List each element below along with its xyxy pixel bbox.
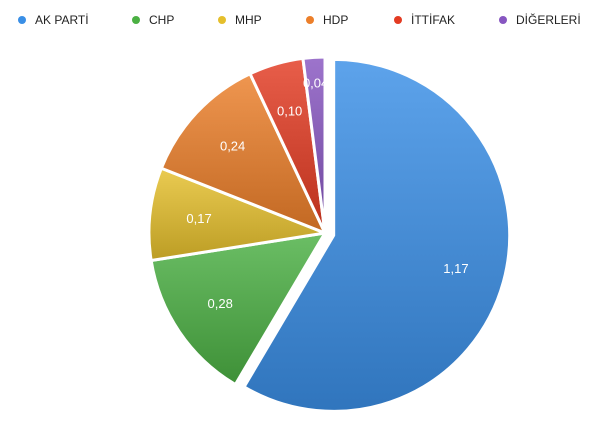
slice-value-label-ak-parti: 1,17 bbox=[443, 261, 468, 276]
legend-marker-chp bbox=[132, 16, 140, 24]
legend-label-mhp: MHP bbox=[235, 13, 262, 27]
legend-label-chp: CHP bbox=[149, 13, 174, 27]
slice-labels: 1,17 0,28 0,17 0,24 0,100,04 bbox=[186, 76, 468, 312]
legend-label-digerleri: DİĞERLERİ bbox=[516, 12, 581, 27]
legend-marker-digerleri bbox=[499, 16, 507, 24]
legend-label-ak-parti: AK PARTİ bbox=[35, 13, 89, 27]
legend-label-hdp: HDP bbox=[323, 13, 348, 27]
pie-slice-mhp bbox=[147, 166, 327, 263]
slice-value-label-chp: 0,28 bbox=[208, 296, 233, 311]
legend-marker-hdp bbox=[306, 16, 314, 24]
slice-value-label-mhp: 0,17 bbox=[186, 211, 211, 226]
pie-slice-chp bbox=[149, 231, 327, 386]
legend-label-ittifak: İTTİFAK bbox=[411, 13, 455, 27]
slice-value-label-digerleri: 0,04 bbox=[303, 76, 328, 91]
pie-slices bbox=[147, 55, 512, 413]
slice-value-label-ittifak: 0,10 bbox=[277, 103, 302, 118]
pie-slice-ak-parti bbox=[242, 57, 512, 413]
legend-marker-ittifak bbox=[394, 16, 402, 24]
pie-slice-digerleri bbox=[301, 55, 327, 235]
legend: AK PARTİ CHP MHP HDP İTTİFAK DİĞERLERİ bbox=[18, 12, 581, 27]
pie-slice-hdp bbox=[159, 72, 327, 235]
legend-marker-ak-parti bbox=[18, 16, 26, 24]
slice-value-label-hdp: 0,24 bbox=[220, 138, 245, 153]
legend-marker-mhp bbox=[218, 16, 226, 24]
